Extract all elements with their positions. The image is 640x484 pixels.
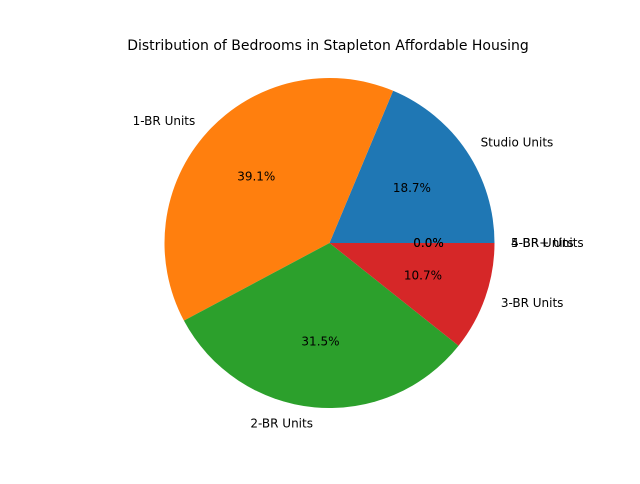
- slice-2-br-units: [183, 243, 459, 408]
- percent-labels: 18.7%39.1%31.5%10.7%0.0%0.0%: [237, 169, 444, 348]
- category-label-5-br-units: 5-BR+ Units: [511, 236, 584, 250]
- percent-label-1-br-units: 39.1%: [237, 169, 275, 183]
- percent-label-4-br-units: 0.0%: [413, 236, 444, 250]
- chart-title: Distribution of Bedrooms in Stapleton Af…: [127, 38, 529, 54]
- category-label-3-br-units: 3-BR Units: [501, 296, 564, 310]
- category-labels: Studio Units 1-BR Units 2-BR Units 3-BR Uni…: [133, 114, 584, 431]
- percent-label-3-br-units: 10.7%: [404, 269, 442, 283]
- percent-label-studio-units: 18.7%: [393, 181, 431, 195]
- slice-1-br-units: [164, 78, 394, 321]
- category-label-studio-units: Studio Units: [481, 135, 554, 149]
- category-label-4-br-units: 4-BR Units: [511, 236, 574, 250]
- slice-studio-units: [329, 90, 495, 243]
- percent-label-5-br-units: 0.0%: [413, 236, 444, 250]
- percent-label-2-br-units: 31.5%: [301, 335, 339, 349]
- pie-slices: [164, 78, 495, 408]
- category-label-1-br-units: 1-BR Units: [133, 114, 196, 128]
- category-label-2-br-units: 2-BR Units: [250, 417, 313, 431]
- slice-3-br-units: [329, 243, 495, 346]
